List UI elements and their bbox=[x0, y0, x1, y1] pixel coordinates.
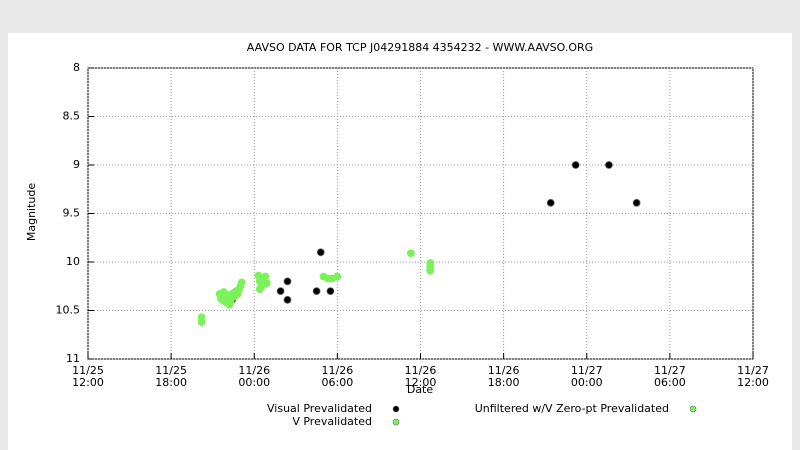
data-point bbox=[546, 198, 555, 207]
data-point bbox=[255, 285, 264, 294]
data-point bbox=[312, 287, 321, 296]
data-point bbox=[632, 198, 641, 207]
x-axis-label: Date bbox=[407, 383, 434, 396]
x-tick-label: 11/26 18:00 bbox=[488, 364, 520, 389]
y-tick-label: 9.5 bbox=[63, 207, 81, 220]
data-point bbox=[225, 300, 234, 309]
data-point bbox=[237, 278, 246, 287]
x-tick-label: 11/27 12:00 bbox=[737, 364, 769, 389]
y-tick-label: 10.5 bbox=[56, 304, 81, 317]
data-point bbox=[283, 295, 292, 304]
y-tick-label: 9 bbox=[73, 158, 80, 171]
y-tick-label: 11 bbox=[66, 352, 80, 365]
data-point bbox=[326, 287, 335, 296]
y-axis-label: Magnitude bbox=[25, 183, 38, 242]
legend-marker bbox=[392, 405, 400, 413]
data-point bbox=[276, 287, 285, 296]
y-tick-label: 10 bbox=[66, 255, 80, 268]
legend-label: V Prevalidated bbox=[292, 415, 372, 428]
data-point bbox=[426, 266, 435, 275]
legend-label: Unfiltered w/V Zero-pt Prevalidated bbox=[475, 402, 669, 415]
data-point bbox=[605, 161, 613, 169]
chart-title: AAVSO DATA FOR TCP J04291884 4354232 - W… bbox=[247, 41, 593, 54]
data-point bbox=[197, 318, 206, 327]
legend-marker bbox=[392, 418, 400, 426]
x-tick-label: 11/26 12:00 bbox=[405, 364, 437, 389]
x-tick-label: 11/27 00:00 bbox=[571, 364, 603, 389]
x-tick-label: 11/25 18:00 bbox=[155, 364, 187, 389]
x-tick-label: 11/26 06:00 bbox=[322, 364, 354, 389]
x-tick-label: 11/27 06:00 bbox=[654, 364, 686, 389]
y-tick-label: 8.5 bbox=[63, 110, 81, 123]
legend-marker bbox=[689, 405, 697, 413]
data-point bbox=[316, 248, 325, 257]
data-point bbox=[261, 272, 270, 281]
data-point bbox=[283, 277, 292, 286]
data-point bbox=[262, 279, 271, 288]
data-point bbox=[219, 288, 228, 296]
data-point bbox=[333, 272, 342, 281]
legend-label: Visual Prevalidated bbox=[267, 402, 372, 415]
x-tick-label: 11/26 00:00 bbox=[238, 364, 270, 389]
data-point bbox=[406, 249, 415, 258]
x-tick-label: 11/25 12:00 bbox=[72, 364, 104, 389]
y-tick-label: 8 bbox=[73, 61, 80, 74]
data-point bbox=[571, 161, 580, 169]
chart-background bbox=[8, 33, 792, 450]
